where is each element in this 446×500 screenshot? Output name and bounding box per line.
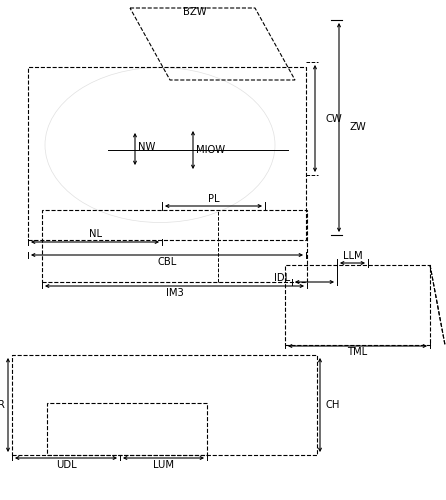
Text: MXHR: MXHR	[0, 400, 5, 410]
Bar	[28, 67, 306, 240]
Text: NL: NL	[88, 229, 102, 239]
Text: PL: PL	[208, 194, 219, 204]
Text: CBL: CBL	[157, 257, 177, 267]
Text: LUM: LUM	[153, 460, 174, 470]
Text: ZW: ZW	[350, 122, 367, 132]
Bar	[42, 210, 307, 282]
Text: NW: NW	[138, 142, 155, 152]
Text: UDL: UDL	[56, 460, 76, 470]
Text: MIOW: MIOW	[196, 145, 225, 155]
Text: CW: CW	[326, 114, 343, 124]
Bar	[12, 355, 317, 455]
Text: CH: CH	[325, 400, 339, 410]
Text: TML: TML	[347, 347, 368, 357]
Text: IM3: IM3	[165, 288, 183, 298]
Bar	[285, 265, 430, 345]
Text: BZW: BZW	[183, 7, 207, 17]
Bar	[47, 403, 207, 455]
Text: LLM: LLM	[343, 251, 362, 261]
Text: IDL: IDL	[274, 273, 290, 283]
